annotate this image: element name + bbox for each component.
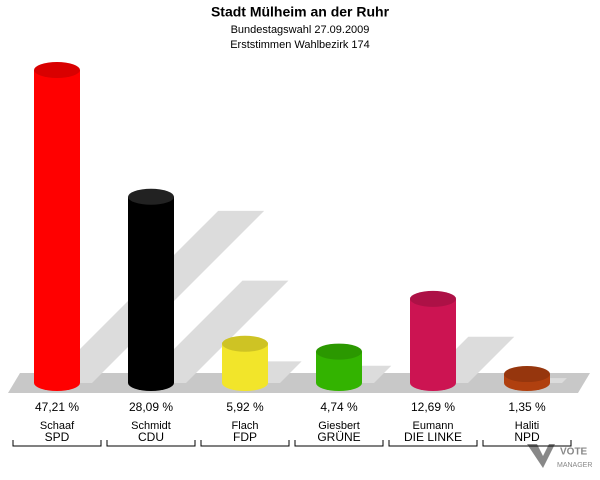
bar-top	[128, 188, 174, 205]
party-label: FDP	[233, 430, 257, 444]
candidate-label: Haliti	[515, 420, 539, 432]
value-label: 4,74 %	[320, 400, 358, 414]
label-bracket	[294, 440, 384, 447]
label-bracket	[106, 440, 196, 447]
candidate-label: Giesbert	[318, 420, 360, 432]
party-label: CDU	[138, 430, 164, 444]
value-label: 12,69 %	[411, 400, 455, 414]
chart-subtitle: Erststimmen Wahlbezirk 174	[230, 39, 370, 51]
bar-top	[34, 62, 80, 78]
label-bracket	[12, 440, 102, 447]
bar-top	[222, 335, 268, 352]
bar-top	[410, 290, 456, 307]
bar	[410, 298, 456, 383]
candidate-label: Flach	[232, 420, 259, 432]
bar-shadow	[140, 280, 289, 383]
value-label: 5,92 %	[226, 400, 264, 414]
party-label: SPD	[45, 430, 70, 444]
bar-top	[316, 343, 362, 360]
value-label: 1,35 %	[508, 400, 546, 414]
logo-text: MANAGER	[557, 462, 592, 469]
chart-subtitle: Bundestagswahl 27.09.2009	[231, 24, 370, 36]
party-label: NPD	[514, 430, 540, 444]
value-label: 47,21 %	[35, 400, 79, 414]
candidate-label: Schaaf	[40, 420, 75, 432]
label-bracket	[388, 440, 478, 447]
value-label: 28,09 %	[129, 400, 173, 414]
label-bracket	[482, 440, 572, 447]
bar	[34, 70, 80, 383]
label-bracket	[200, 440, 290, 447]
chart-title: Stadt Mülheim an der Ruhr	[211, 4, 390, 20]
candidate-label: Eumann	[413, 420, 454, 432]
bar-top	[504, 366, 550, 383]
party-label: DIE LINKE	[404, 430, 462, 444]
party-label: GRÜNE	[317, 430, 360, 444]
logo-text: VOTE	[560, 447, 588, 458]
bar	[128, 196, 174, 383]
candidate-label: Schmidt	[131, 420, 171, 432]
logo-mark	[527, 444, 555, 468]
logo: VOTE MANAGER	[527, 444, 592, 469]
